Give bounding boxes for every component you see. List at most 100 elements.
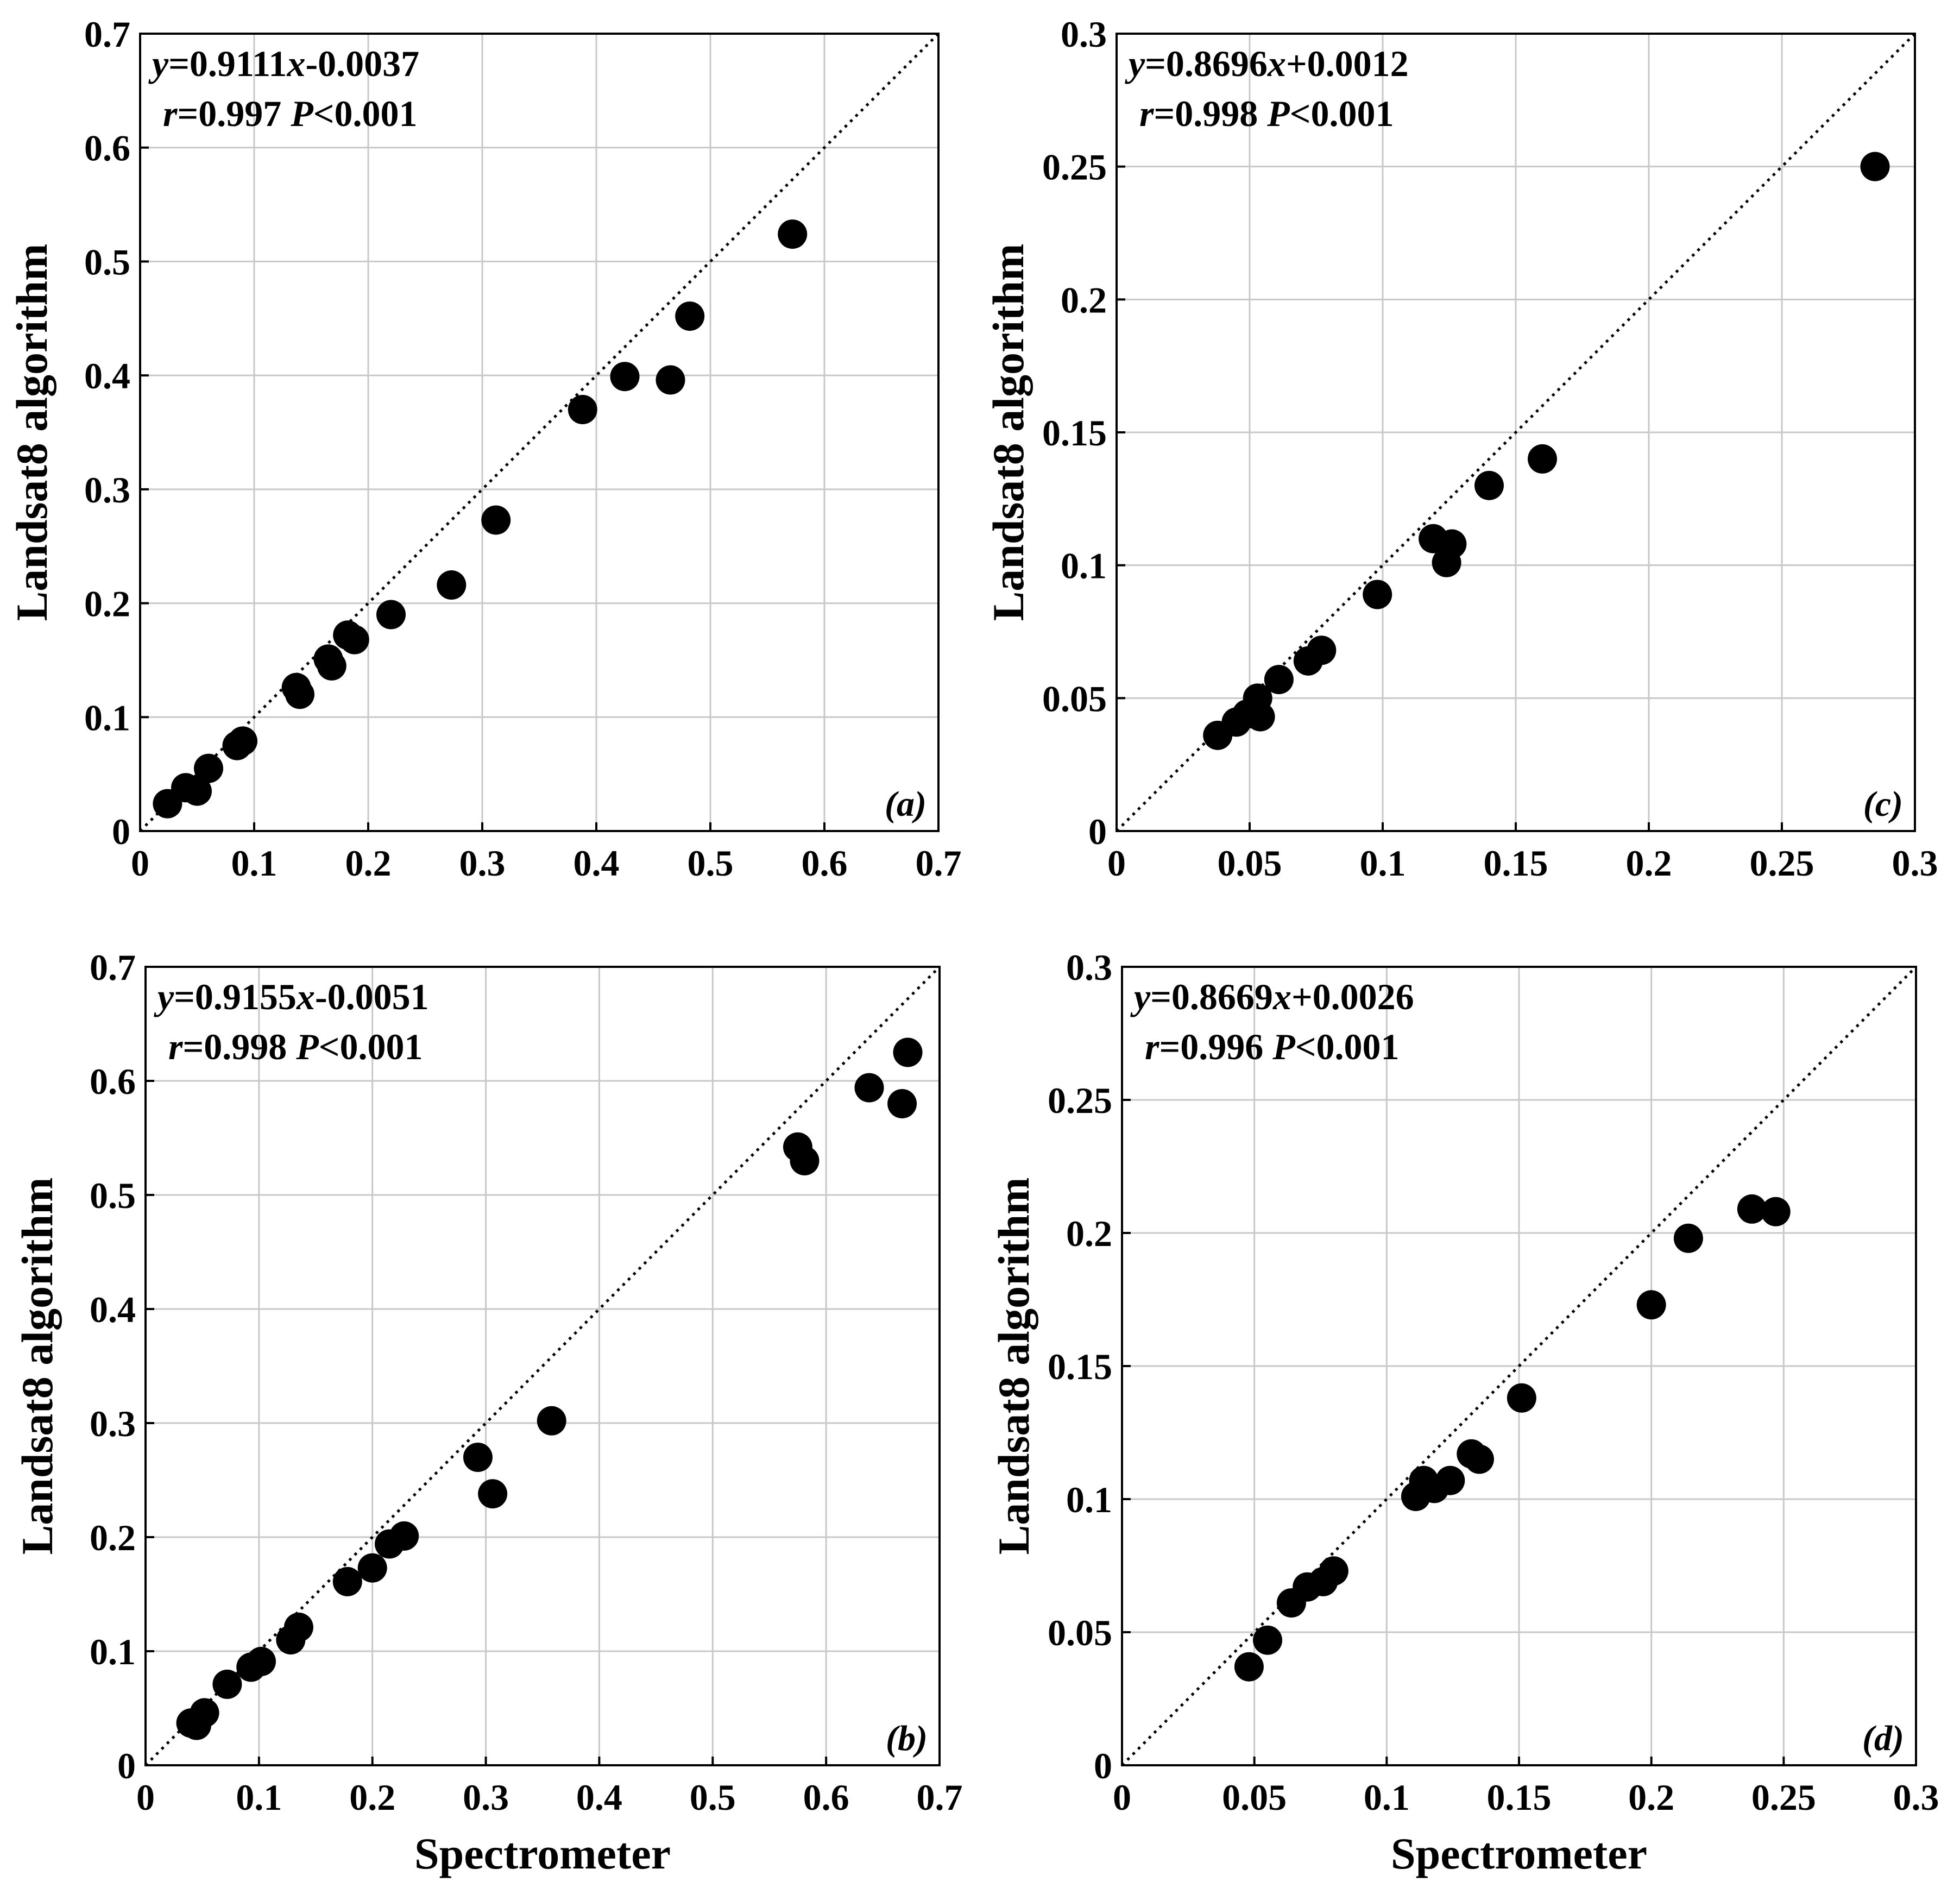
eq-coefficient: =0.8696: [1145, 43, 1268, 84]
panel-b-x-tick-label: 0.2: [349, 1777, 395, 1818]
panel-b-x-tick-label: 0: [136, 1777, 155, 1818]
panel-b-data-point: [357, 1553, 387, 1583]
panel-d-y-tick-label: 0.3: [1066, 947, 1112, 988]
panel-a-one-to-one-line: [139, 33, 940, 832]
panel-c-y-tick-label: 0.15: [1042, 412, 1107, 454]
panel-b-y-axis-label: Landsat8 algorithm: [12, 1178, 62, 1555]
panel-a-x-tick-label: 0.6: [802, 842, 848, 884]
panel-b-data-point: [893, 1037, 923, 1067]
panel-a-data-point: [376, 600, 406, 630]
eq-y-symbol: y: [1130, 976, 1151, 1017]
panel-a-data-point: [656, 365, 685, 395]
panel-b-data-point: [463, 1443, 493, 1472]
panel-a-data-point: [675, 301, 705, 331]
panel-b-data-point: [790, 1146, 820, 1175]
stats-r-value: =0.998: [182, 1026, 296, 1067]
panel-d-y-tick-label: 0.2: [1066, 1213, 1112, 1254]
panel-b-y-tick-label: 0.1: [90, 1631, 136, 1672]
eq-coefficient: =0.9111: [168, 43, 287, 84]
panel-c-x-tick-label: 0.3: [1892, 842, 1938, 884]
panel-a-data-point: [437, 570, 467, 600]
panel-c-data-point: [1245, 702, 1275, 732]
eq-coefficient: =0.8669: [1150, 976, 1273, 1017]
panel-a-data-point: [568, 395, 597, 425]
panel-c-y-tick-label: 0.3: [1061, 14, 1107, 55]
panel-d-one-to-one-line: [1121, 966, 1917, 1766]
panel-a-y-tick-label: 0.2: [84, 583, 130, 625]
panel-d-x-tick-label: 0: [1113, 1777, 1131, 1818]
panel-a-x-tick-label: 0.7: [916, 842, 962, 884]
panel-a-x-tick-label: 0.5: [688, 842, 734, 884]
stats-p-symbol: P: [1272, 1026, 1295, 1067]
panel-a-data-point: [182, 776, 212, 806]
panel-c-x-tick-label: 0.25: [1750, 842, 1814, 884]
panel-c-x-tick-label: 0.05: [1218, 842, 1282, 884]
panel-b-y-tick-label: 0: [117, 1745, 136, 1786]
panel-a-label: (a): [885, 784, 927, 824]
panel-a-x-tick-label: 0: [131, 842, 149, 884]
panel-c-data-point: [1860, 152, 1890, 181]
stats-p-value: <0.001: [319, 1026, 423, 1067]
panel-b-y-tick-label: 0.6: [90, 1061, 136, 1102]
panel-c-label: (c): [1863, 784, 1903, 824]
panel-a-data-point: [228, 726, 257, 756]
panel-c-x-tick-label: 0: [1107, 842, 1126, 884]
panel-b-x-tick-label: 0.4: [576, 1777, 622, 1818]
panel-c-y-tick-label: 0.2: [1061, 279, 1107, 320]
panel-a-y-axis-label: Landsat8 algorithm: [7, 244, 56, 621]
panel-c-y-tick-label: 0.05: [1042, 678, 1107, 719]
panel-c-x-tick-label: 0.2: [1626, 842, 1672, 884]
panel-c-regression-equation: y=0.8696x+0.0012: [1125, 43, 1409, 84]
panel-d-y-tick-label: 0.15: [1048, 1346, 1112, 1387]
panel-b-data-point: [389, 1521, 419, 1551]
panel-c-data-point: [1264, 665, 1294, 695]
panel-a-data-point: [481, 505, 511, 535]
panel-a-y-tick-label: 0.6: [84, 128, 130, 169]
panel-b-x-tick-label: 0.6: [803, 1777, 849, 1818]
eq-intercept: +0.0026: [1291, 976, 1414, 1017]
panel-a-axes-frame: [139, 33, 940, 832]
panel-a-y-tick-label: 0.5: [84, 241, 130, 282]
panel-d-correlation-stats: r=0.996 P<0.001: [1145, 1026, 1400, 1067]
panel-a: 00 0.1 0.1 0.2 0.2 0.3 0.3 0.4 0.4 0.5 0.5 0.6 0.6 0.…: [7, 14, 962, 884]
panel-b-y-tick-label: 0.2: [90, 1517, 136, 1558]
panel-b-label: (b): [886, 1719, 928, 1758]
stats-r-symbol: r: [1145, 1026, 1159, 1067]
stats-p-symbol: P: [295, 1026, 319, 1067]
panel-b-data-point: [283, 1612, 313, 1642]
stats-r-symbol: r: [163, 93, 178, 134]
stats-p-value: <0.001: [313, 93, 418, 134]
panel-d-x-tick-label: 0.1: [1364, 1777, 1410, 1818]
panel-c: 00 0.05 0.05 0.1 0.1 0.15 0.15 0.2 0.2 0.25 0.25 0.…: [984, 14, 1938, 884]
panel-a-y-tick-label: 0.3: [84, 469, 130, 511]
panel-a-data-point: [194, 753, 223, 783]
panel-d-regression-equation: y=0.8669x+0.0026: [1130, 976, 1414, 1017]
panel-d-data-point: [1761, 1197, 1791, 1226]
panel-d-x-tick-label: 0.15: [1487, 1777, 1552, 1818]
panel-d-data-point: [1464, 1444, 1494, 1474]
panel-c-data-point: [1528, 444, 1557, 474]
panel-a-regression-equation: y=0.9111x-0.0037: [148, 43, 419, 84]
stats-p-symbol: P: [290, 93, 313, 134]
panel-d-y-axis-label: Landsat8 algorithm: [989, 1178, 1038, 1555]
panel-a-x-tick-label: 0.2: [345, 842, 392, 884]
panel-d-x-tick-label: 0.2: [1628, 1777, 1674, 1818]
panel-c-one-to-one-line: [1116, 33, 1916, 832]
eq-y-symbol: y: [154, 976, 174, 1017]
panel-b-regression-equation: y=0.9155x-0.0051: [154, 976, 429, 1017]
panel-b-data-point: [247, 1646, 276, 1676]
panel-b-correlation-stats: r=0.998 P<0.001: [168, 1026, 423, 1067]
panel-b-data-point: [332, 1566, 362, 1596]
panel-a-x-tick-label: 0.3: [459, 842, 506, 884]
panel-b-x-tick-label: 0.3: [463, 1777, 509, 1818]
stats-r-symbol: r: [168, 1026, 183, 1067]
panel-b-y-tick-label: 0.4: [90, 1289, 136, 1330]
stats-r-symbol: r: [1139, 93, 1154, 134]
panel-c-y-axis-label: Landsat8 algorithm: [984, 244, 1033, 621]
panel-b-data-point: [212, 1669, 242, 1699]
panel-d-y-tick-label: 0.25: [1048, 1080, 1112, 1121]
panel-a-y-tick-label: 0.7: [84, 14, 130, 55]
stats-p-symbol: P: [1266, 93, 1290, 134]
panel-d-data-point: [1673, 1223, 1703, 1253]
panel-d-x-tick-label: 0.25: [1751, 1777, 1816, 1818]
